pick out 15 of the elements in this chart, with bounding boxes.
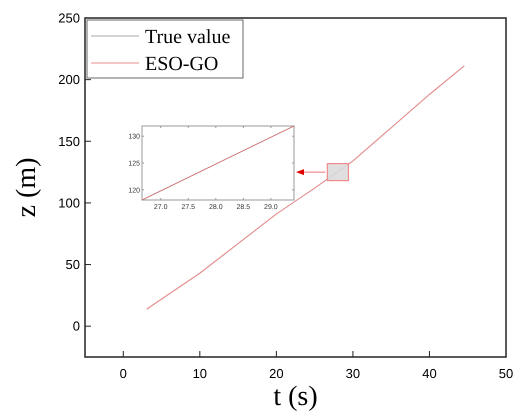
y-tick-label: 0 <box>72 318 80 334</box>
x-tick-label: 10 <box>192 366 208 381</box>
x-tick-label: 30 <box>346 366 360 381</box>
y-tick-label: 200 <box>58 72 80 88</box>
legend-label: True value <box>145 26 230 48</box>
x-axis-title: t (s) <box>273 381 318 412</box>
y-tick-label: 250 <box>58 10 80 26</box>
x-tick-label: 50 <box>498 366 513 381</box>
y-axis-title: z (m) <box>11 158 42 218</box>
legend-label: ESO-GO <box>145 53 218 75</box>
x-tick-label: 40 <box>422 366 437 381</box>
y-tick-label: 100 <box>58 195 80 210</box>
x-tick-label: 20 <box>269 366 284 381</box>
y-tick-label: 150 <box>58 134 80 149</box>
y-tick-label: 50 <box>66 257 80 272</box>
